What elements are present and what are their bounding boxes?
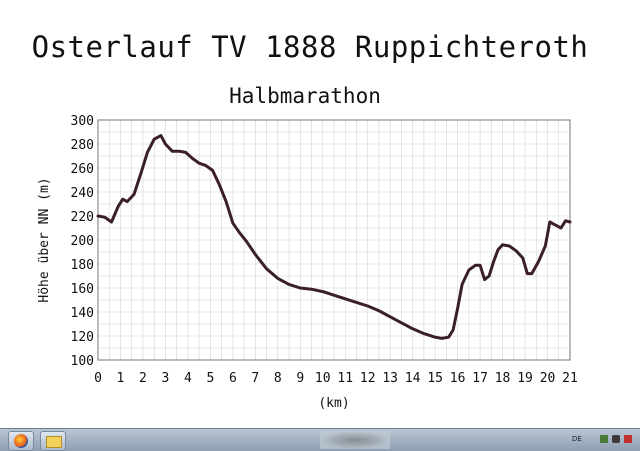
plot-area bbox=[97, 119, 571, 361]
x-tick-label: 7 bbox=[251, 371, 259, 386]
elevation-series-line bbox=[96, 134, 572, 340]
x-tick-label: 11 bbox=[337, 371, 353, 386]
x-tick-label: 19 bbox=[517, 371, 533, 386]
firefox-taskbar-button[interactable] bbox=[8, 431, 34, 451]
x-axis-label: (km) bbox=[318, 396, 349, 411]
taskbar-thumbnail bbox=[320, 431, 390, 449]
y-tick-label: 240 bbox=[71, 186, 94, 201]
network-icon[interactable] bbox=[600, 435, 608, 443]
firefox-icon bbox=[14, 434, 28, 448]
x-tick-label: 9 bbox=[296, 371, 304, 386]
chart-title: Osterlauf TV 1888 Ruppichteroth bbox=[31, 30, 589, 64]
x-tick-label: 14 bbox=[405, 371, 421, 386]
x-tick-label: 0 bbox=[94, 371, 102, 386]
series-group bbox=[96, 134, 572, 340]
x-axis-ticks: 0 1 2 3 4 5 6 7 8 9 10 11 12 13 14 15 16 17 18 19 20 21 bbox=[94, 371, 578, 386]
x-tick-label: 2 bbox=[139, 371, 147, 386]
action-center-icon[interactable] bbox=[624, 435, 632, 443]
y-tick-label: 120 bbox=[71, 330, 94, 345]
x-tick-label: 21 bbox=[562, 371, 578, 386]
x-tick-label: 10 bbox=[315, 371, 331, 386]
x-tick-label: 1 bbox=[117, 371, 125, 386]
x-tick-label: 4 bbox=[184, 371, 192, 386]
y-tick-label: 180 bbox=[71, 258, 94, 273]
x-tick-label: 16 bbox=[450, 371, 466, 386]
y-tick-label: 280 bbox=[71, 138, 94, 153]
x-tick-label: 13 bbox=[382, 371, 398, 386]
x-tick-label: 5 bbox=[206, 371, 214, 386]
file-explorer-taskbar-button[interactable] bbox=[40, 431, 66, 451]
system-tray: DE bbox=[560, 432, 640, 448]
folder-icon bbox=[46, 436, 62, 448]
x-tick-label: 20 bbox=[540, 371, 556, 386]
y-tick-label: 200 bbox=[71, 234, 94, 249]
language-indicator[interactable]: DE bbox=[572, 435, 582, 443]
volume-icon[interactable] bbox=[612, 435, 620, 443]
y-tick-label: 100 bbox=[71, 354, 94, 369]
x-tick-label: 15 bbox=[427, 371, 443, 386]
chart-grid bbox=[97, 119, 571, 361]
chart-subtitle: Halbmarathon bbox=[229, 84, 381, 108]
x-tick-label: 18 bbox=[495, 371, 511, 386]
y-axis-label: Höhe über NN (m) bbox=[37, 177, 52, 302]
x-tick-label: 12 bbox=[360, 371, 376, 386]
x-tick-label: 3 bbox=[162, 371, 170, 386]
x-tick-label: 6 bbox=[229, 371, 237, 386]
taskbar: DE bbox=[0, 428, 640, 451]
y-tick-label: 140 bbox=[71, 306, 94, 321]
y-tick-label: 300 bbox=[71, 114, 94, 129]
x-tick-label: 17 bbox=[472, 371, 488, 386]
y-tick-label: 160 bbox=[71, 282, 94, 297]
y-tick-label: 260 bbox=[71, 162, 94, 177]
y-tick-label: 220 bbox=[71, 210, 94, 225]
y-axis-ticks: 100 120 140 160 180 200 220 240 260 280 300 bbox=[71, 114, 94, 369]
x-tick-label: 8 bbox=[274, 371, 282, 386]
